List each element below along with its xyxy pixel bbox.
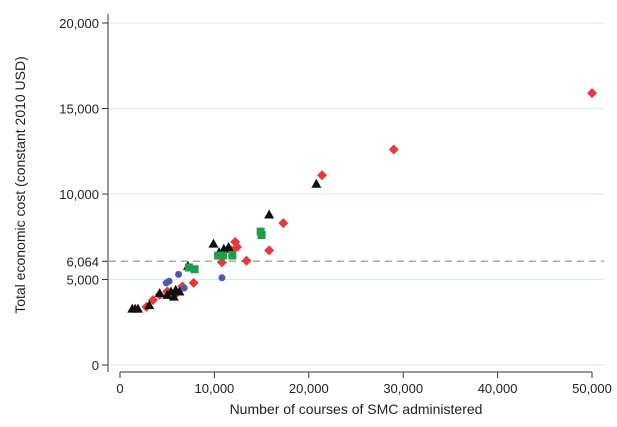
square-point	[190, 265, 199, 274]
y-tick-label: 6,064	[66, 254, 99, 269]
triangle-point	[264, 209, 275, 219]
x-tick-label: 20,000	[289, 381, 329, 396]
x-tick-label: 30,000	[383, 381, 423, 396]
y-tick-label: 5,000	[66, 273, 99, 288]
x-axis-ticks: 0 10,000 20,000 30,000 40,000 50,000	[116, 372, 612, 396]
square-point	[184, 263, 193, 272]
triangle-point	[208, 238, 219, 248]
triangle-point	[144, 300, 155, 310]
square-point	[257, 231, 266, 240]
data-points	[127, 88, 597, 313]
diamond-point	[317, 170, 328, 181]
x-tick-label: 10,000	[195, 381, 235, 396]
diamond-point	[264, 245, 275, 256]
x-tick-label: 40,000	[478, 381, 518, 396]
y-axis-ticks: 0 5,000 6,064 10,000 15,000 20,000	[59, 16, 108, 373]
diamond-point	[241, 255, 252, 266]
square-point	[214, 251, 223, 260]
grid-lines	[109, 22, 604, 366]
triangle-point	[174, 286, 185, 296]
triangle-point	[223, 242, 234, 252]
triangle-point	[311, 178, 322, 188]
square-point	[218, 251, 227, 260]
y-tick-label: 15,000	[59, 102, 99, 117]
square-point	[228, 251, 237, 260]
circle-point	[175, 270, 183, 278]
y-tick-label: 10,000	[59, 187, 99, 202]
triangle-point	[154, 288, 165, 298]
x-tick-label: 50,000	[572, 381, 612, 396]
triangle-point	[168, 291, 179, 301]
diamond-point	[587, 88, 597, 99]
diamond-point	[188, 277, 199, 288]
triangle-point	[132, 303, 143, 313]
x-axis-title: Number of courses of SMC administered	[230, 401, 483, 417]
circle-point	[165, 277, 173, 285]
diamond-point	[216, 257, 227, 268]
circle-point	[218, 274, 226, 282]
diamond-point	[388, 144, 399, 155]
diamond-point	[278, 218, 289, 229]
y-tick-label: 20,000	[59, 16, 99, 31]
circle-point	[180, 284, 188, 292]
y-axis-title: Total economic cost (constant 2010 USD)	[12, 56, 28, 314]
x-tick-label: 0	[116, 381, 123, 396]
y-tick-label: 0	[92, 358, 99, 373]
diamond-point	[232, 242, 243, 253]
